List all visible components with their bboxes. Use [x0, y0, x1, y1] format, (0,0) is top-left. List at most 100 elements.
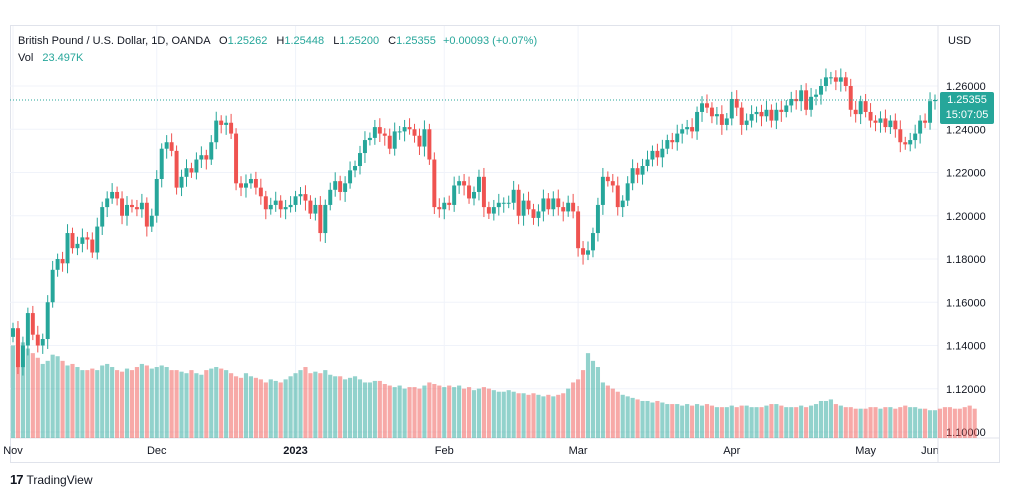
volume-bar — [209, 368, 214, 438]
volume-bar — [100, 365, 105, 438]
volume-bar — [541, 396, 546, 438]
volume-bar — [744, 405, 749, 438]
volume-bar — [437, 385, 442, 438]
volume-bar — [957, 408, 962, 438]
candle-body — [645, 159, 650, 167]
volume-bar — [610, 388, 615, 438]
volume-bar — [774, 404, 779, 438]
candle-body — [625, 183, 630, 201]
candle-body — [253, 178, 258, 188]
candle-body — [358, 153, 362, 167]
volume-bar — [184, 373, 189, 438]
volume-bar — [85, 370, 90, 438]
volume-bar — [243, 373, 249, 438]
candle-body — [457, 181, 462, 186]
candle-body — [125, 204, 129, 216]
candle-body — [690, 127, 695, 132]
candle-body — [685, 127, 690, 130]
volume-bar — [15, 330, 21, 438]
volume-bar — [164, 367, 169, 438]
candle-body — [219, 120, 224, 125]
candle-body — [868, 111, 873, 121]
candle-body — [476, 176, 481, 192]
volume-bar — [273, 380, 278, 438]
candle-body — [600, 176, 605, 205]
candle-body — [665, 140, 670, 149]
candle-body — [586, 250, 590, 255]
volume-bar — [799, 405, 804, 438]
volume-bar — [526, 394, 531, 438]
volume-bar — [962, 407, 967, 438]
candle-body — [75, 243, 80, 249]
candle-body — [234, 133, 239, 184]
close-label: C — [388, 35, 397, 47]
candle-body — [432, 159, 437, 208]
volume-bar — [214, 367, 219, 438]
candle-body — [382, 133, 387, 136]
volume-bar — [511, 391, 516, 438]
volume-bar — [501, 391, 506, 438]
volume-bar — [40, 363, 45, 438]
candle-body — [744, 120, 749, 125]
candle-body — [159, 148, 164, 179]
candle-body — [447, 202, 452, 205]
volume-bar — [457, 385, 462, 438]
volume-bar — [283, 379, 288, 438]
volume-bar — [620, 394, 625, 438]
x-tick-label: Mar — [569, 445, 588, 457]
volume-bar — [362, 382, 368, 438]
volume-label[interactable]: Vol — [18, 52, 34, 64]
volume-bar — [60, 360, 65, 438]
candle-body — [30, 313, 35, 335]
x-tick-label: Jun — [921, 445, 939, 457]
candle-body — [724, 118, 729, 125]
candle-body — [129, 204, 134, 208]
y-tick-label: 1.26000 — [946, 81, 986, 93]
change-value: +0.00093 (+0.07%) — [442, 35, 538, 47]
candle-body — [293, 196, 298, 205]
volume-bar — [347, 377, 353, 438]
last-price-badge: 1.25355 15:07:05 — [940, 91, 994, 124]
volume-bar — [496, 391, 501, 438]
volume-bar — [134, 367, 140, 438]
footer-brand[interactable]: 17 TradingView — [10, 472, 93, 487]
volume-bar — [343, 379, 348, 438]
volume-bar — [95, 370, 100, 438]
volume-bar — [952, 408, 957, 438]
symbol-title[interactable]: British Pound / U.S. Dollar, 1D, OANDA — [18, 35, 210, 47]
candle-body — [491, 207, 496, 214]
volume-bar — [556, 394, 561, 438]
candle-body — [115, 191, 120, 199]
candle-body — [154, 178, 159, 216]
candle-body — [437, 207, 442, 210]
candle-body — [789, 98, 794, 106]
volume-bar — [670, 404, 675, 438]
volume-bar — [784, 407, 789, 438]
tradingview-logo-icon: 17 — [10, 472, 24, 487]
candle-body — [179, 176, 184, 188]
candle-body — [531, 209, 536, 218]
volume-bar — [908, 407, 913, 438]
volume-bar — [967, 405, 972, 438]
candle-body — [422, 129, 427, 147]
candle-body — [407, 127, 412, 130]
candle-body — [754, 111, 759, 115]
candle-body — [620, 200, 625, 208]
volume-bar — [685, 404, 690, 438]
volume-bar — [263, 382, 268, 438]
candle-body — [402, 127, 407, 132]
volume-bar — [595, 367, 601, 438]
open-value: 1.25262 — [227, 35, 268, 47]
volume-bar — [452, 387, 457, 438]
volume-bar — [521, 393, 526, 438]
volume-bar — [724, 407, 729, 438]
candle-body — [928, 101, 933, 123]
high-value: 1.25448 — [284, 35, 325, 47]
candle-body — [15, 328, 20, 368]
y-tick-label: 1.16000 — [946, 297, 986, 309]
candle-body — [918, 120, 923, 134]
volume-bar — [635, 399, 640, 438]
candle-body — [893, 120, 898, 130]
candle-body — [427, 129, 432, 160]
